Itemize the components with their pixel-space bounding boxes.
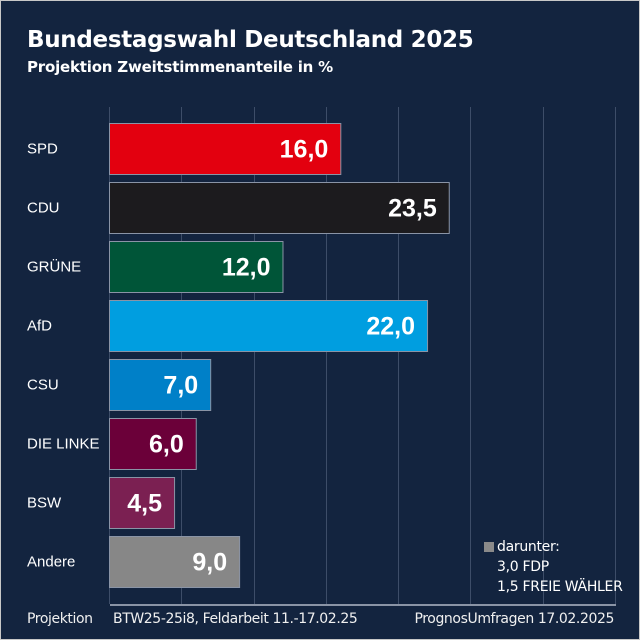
footer-divider <box>110 604 616 606</box>
category-label: CDU <box>27 200 60 217</box>
bar-grüne <box>109 241 284 293</box>
category-label: GRÜNE <box>27 258 81 276</box>
value-label: 22,0 <box>366 313 415 341</box>
bar-andere <box>109 536 241 588</box>
bar-cdu <box>109 182 450 234</box>
value-label: 23,5 <box>388 195 437 223</box>
category-label: BSW <box>27 495 62 512</box>
value-label: 4,5 <box>127 490 162 518</box>
category-label: DIE LINKE <box>27 436 100 453</box>
bar-spd <box>109 123 342 175</box>
category-label: CSU <box>27 377 59 394</box>
value-label: 6,0 <box>149 431 184 459</box>
note-heading: darunter: <box>497 539 560 555</box>
value-label: 9,0 <box>192 549 227 577</box>
value-label: 12,0 <box>222 254 271 282</box>
chart-title: Bundestagswahl Deutschland 2025 <box>27 27 474 53</box>
value-label: 7,0 <box>163 372 198 400</box>
others-breakdown-note: darunter: 3,0 FDP 1,5 FREIE WÄHLER <box>484 537 623 597</box>
footer-label: Projektion <box>27 611 93 627</box>
category-label: AfD <box>27 318 52 335</box>
footer-source: BTW25-25i8, Feldarbeit 11.-17.02.25 <box>113 611 358 627</box>
category-label: SPD <box>27 141 58 158</box>
bar-bsw <box>109 477 176 529</box>
note-item-freie-waehler: 1,5 FREIE WÄHLER <box>497 579 623 595</box>
legend-swatch-icon <box>484 542 494 552</box>
note-item-fdp: 3,0 FDP <box>497 559 549 575</box>
chart-subtitle: Projektion Zweitstimmenanteile in % <box>27 58 333 76</box>
bar-die-linke <box>109 418 197 470</box>
value-label: 16,0 <box>280 136 329 164</box>
footer-date: PrognosUmfragen 17.02.2025 <box>414 611 614 627</box>
bar-csu <box>109 359 212 411</box>
bar-afd <box>109 300 429 352</box>
category-label: Andere <box>27 554 75 571</box>
